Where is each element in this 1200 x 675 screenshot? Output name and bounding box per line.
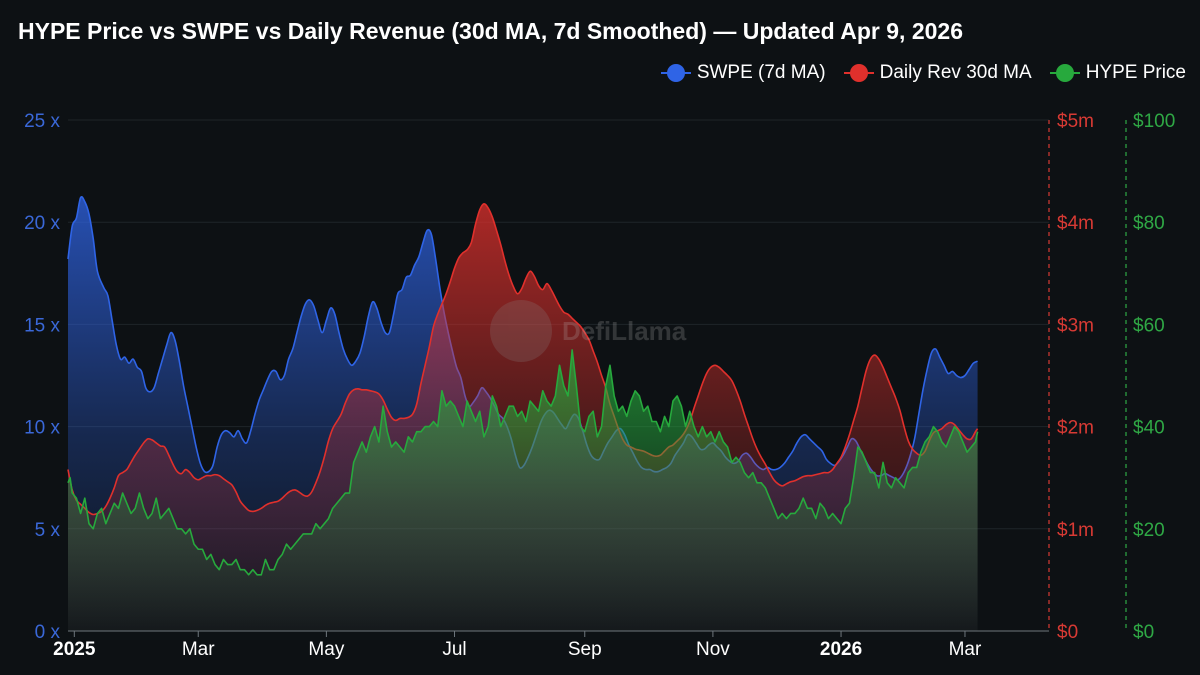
series-area-hype-price bbox=[68, 349, 978, 631]
legend-item-swpe[interactable]: SWPE (7d MA) bbox=[660, 62, 826, 84]
legend-label-swpe: SWPE (7d MA) bbox=[696, 62, 826, 83]
x-tick-label: May bbox=[308, 639, 344, 660]
y-tick-label-swpe: 20 x bbox=[24, 213, 60, 234]
y-tick-label-swpe: 0 x bbox=[35, 622, 61, 643]
y-tick-label-price: $80 bbox=[1133, 213, 1165, 234]
y-tick-label-price: $100 bbox=[1133, 111, 1175, 132]
y-tick-label-price: $0 bbox=[1133, 622, 1154, 643]
y-tick-label-price: $60 bbox=[1133, 315, 1165, 336]
x-tick-label: 2025 bbox=[53, 639, 96, 660]
y-tick-label-price: $20 bbox=[1133, 520, 1165, 541]
y-tick-label-revenue: $3m bbox=[1057, 315, 1094, 336]
y-tick-label-revenue: $0 bbox=[1057, 622, 1078, 643]
series-line-hype-price bbox=[67, 349, 979, 576]
y-tick-label-swpe: 15 x bbox=[24, 315, 60, 336]
x-tick-label: Mar bbox=[949, 639, 982, 660]
x-tick-label: Mar bbox=[182, 639, 215, 660]
x-tick-label: Nov bbox=[696, 639, 730, 660]
legend-marker-hype-price bbox=[1049, 63, 1080, 83]
x-tick-label: 2026 bbox=[820, 639, 862, 660]
y-tick-label-revenue: $2m bbox=[1057, 418, 1094, 439]
x-tick-label: Sep bbox=[568, 639, 602, 660]
series-line-daily-rev-30d-ma bbox=[67, 202, 979, 516]
chart-title: HYPE Price vs SWPE vs Daily Revenue (30d… bbox=[18, 18, 963, 44]
legend-item-revenue[interactable]: Daily Rev 30d MA bbox=[843, 62, 1032, 84]
legend: SWPE (7d MA) Daily Rev 30d MA HYPE Price bbox=[660, 62, 1186, 84]
legend-label-revenue: Daily Rev 30d MA bbox=[879, 62, 1032, 83]
y-tick-label-revenue: $1m bbox=[1057, 520, 1094, 541]
legend-marker-revenue bbox=[843, 63, 874, 83]
x-tick-label: Jul bbox=[442, 639, 466, 660]
y-tick-label-price: $40 bbox=[1133, 418, 1165, 439]
y-tick-label-revenue: $4m bbox=[1057, 213, 1094, 234]
legend-label-hype-price: HYPE Price bbox=[1085, 62, 1186, 83]
legend-item-hype-price[interactable]: HYPE Price bbox=[1049, 62, 1186, 84]
legend-marker-swpe bbox=[660, 63, 691, 83]
y-tick-label-swpe: 5 x bbox=[35, 520, 61, 541]
y-tick-label-swpe: 10 x bbox=[24, 418, 60, 439]
y-tick-label-swpe: 25 x bbox=[24, 111, 60, 132]
y-tick-label-revenue: $5m bbox=[1057, 111, 1094, 132]
